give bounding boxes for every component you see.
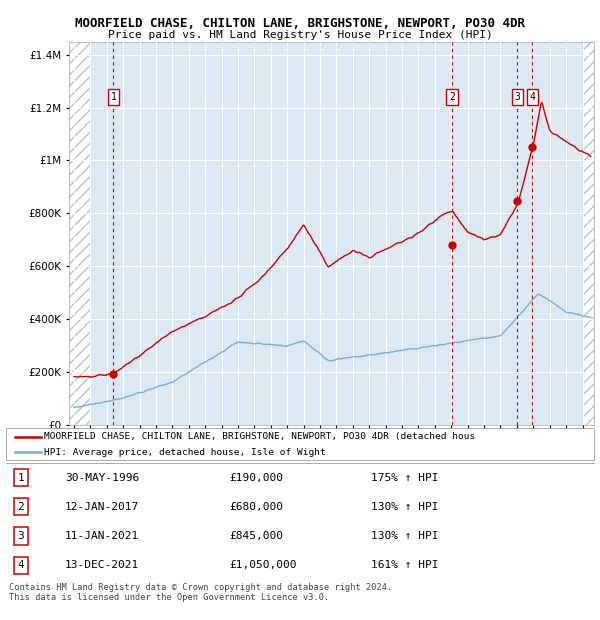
Text: Price paid vs. HM Land Registry's House Price Index (HPI): Price paid vs. HM Land Registry's House … — [107, 30, 493, 40]
Text: £1,050,000: £1,050,000 — [229, 560, 297, 570]
Text: 2: 2 — [17, 502, 24, 512]
Text: Contains HM Land Registry data © Crown copyright and database right 2024.
This d: Contains HM Land Registry data © Crown c… — [9, 583, 392, 602]
Bar — [583, 42, 594, 425]
Text: 30-MAY-1996: 30-MAY-1996 — [65, 472, 139, 483]
Text: 13-DEC-2021: 13-DEC-2021 — [65, 560, 139, 570]
Text: 12-JAN-2017: 12-JAN-2017 — [65, 502, 139, 512]
Text: MOORFIELD CHASE, CHILTON LANE, BRIGHSTONE, NEWPORT, PO30 4DR (detached hous: MOORFIELD CHASE, CHILTON LANE, BRIGHSTON… — [44, 432, 475, 441]
Text: 11-JAN-2021: 11-JAN-2021 — [65, 531, 139, 541]
Text: 130% ↑ HPI: 130% ↑ HPI — [371, 502, 438, 512]
Text: 3: 3 — [514, 92, 520, 102]
Text: 1: 1 — [17, 472, 24, 483]
Text: 130% ↑ HPI: 130% ↑ HPI — [371, 531, 438, 541]
Text: £190,000: £190,000 — [229, 472, 283, 483]
Text: 4: 4 — [17, 560, 24, 570]
Text: 175% ↑ HPI: 175% ↑ HPI — [371, 472, 438, 483]
Bar — [69, 42, 91, 425]
Text: 1: 1 — [110, 92, 116, 102]
FancyBboxPatch shape — [6, 428, 594, 460]
Text: 2: 2 — [449, 92, 455, 102]
Text: 4: 4 — [530, 92, 535, 102]
Text: £680,000: £680,000 — [229, 502, 283, 512]
Text: £845,000: £845,000 — [229, 531, 283, 541]
Text: HPI: Average price, detached house, Isle of Wight: HPI: Average price, detached house, Isle… — [44, 448, 326, 457]
Text: MOORFIELD CHASE, CHILTON LANE, BRIGHSTONE, NEWPORT, PO30 4DR: MOORFIELD CHASE, CHILTON LANE, BRIGHSTON… — [75, 17, 525, 30]
Text: 161% ↑ HPI: 161% ↑ HPI — [371, 560, 438, 570]
Text: 3: 3 — [17, 531, 24, 541]
